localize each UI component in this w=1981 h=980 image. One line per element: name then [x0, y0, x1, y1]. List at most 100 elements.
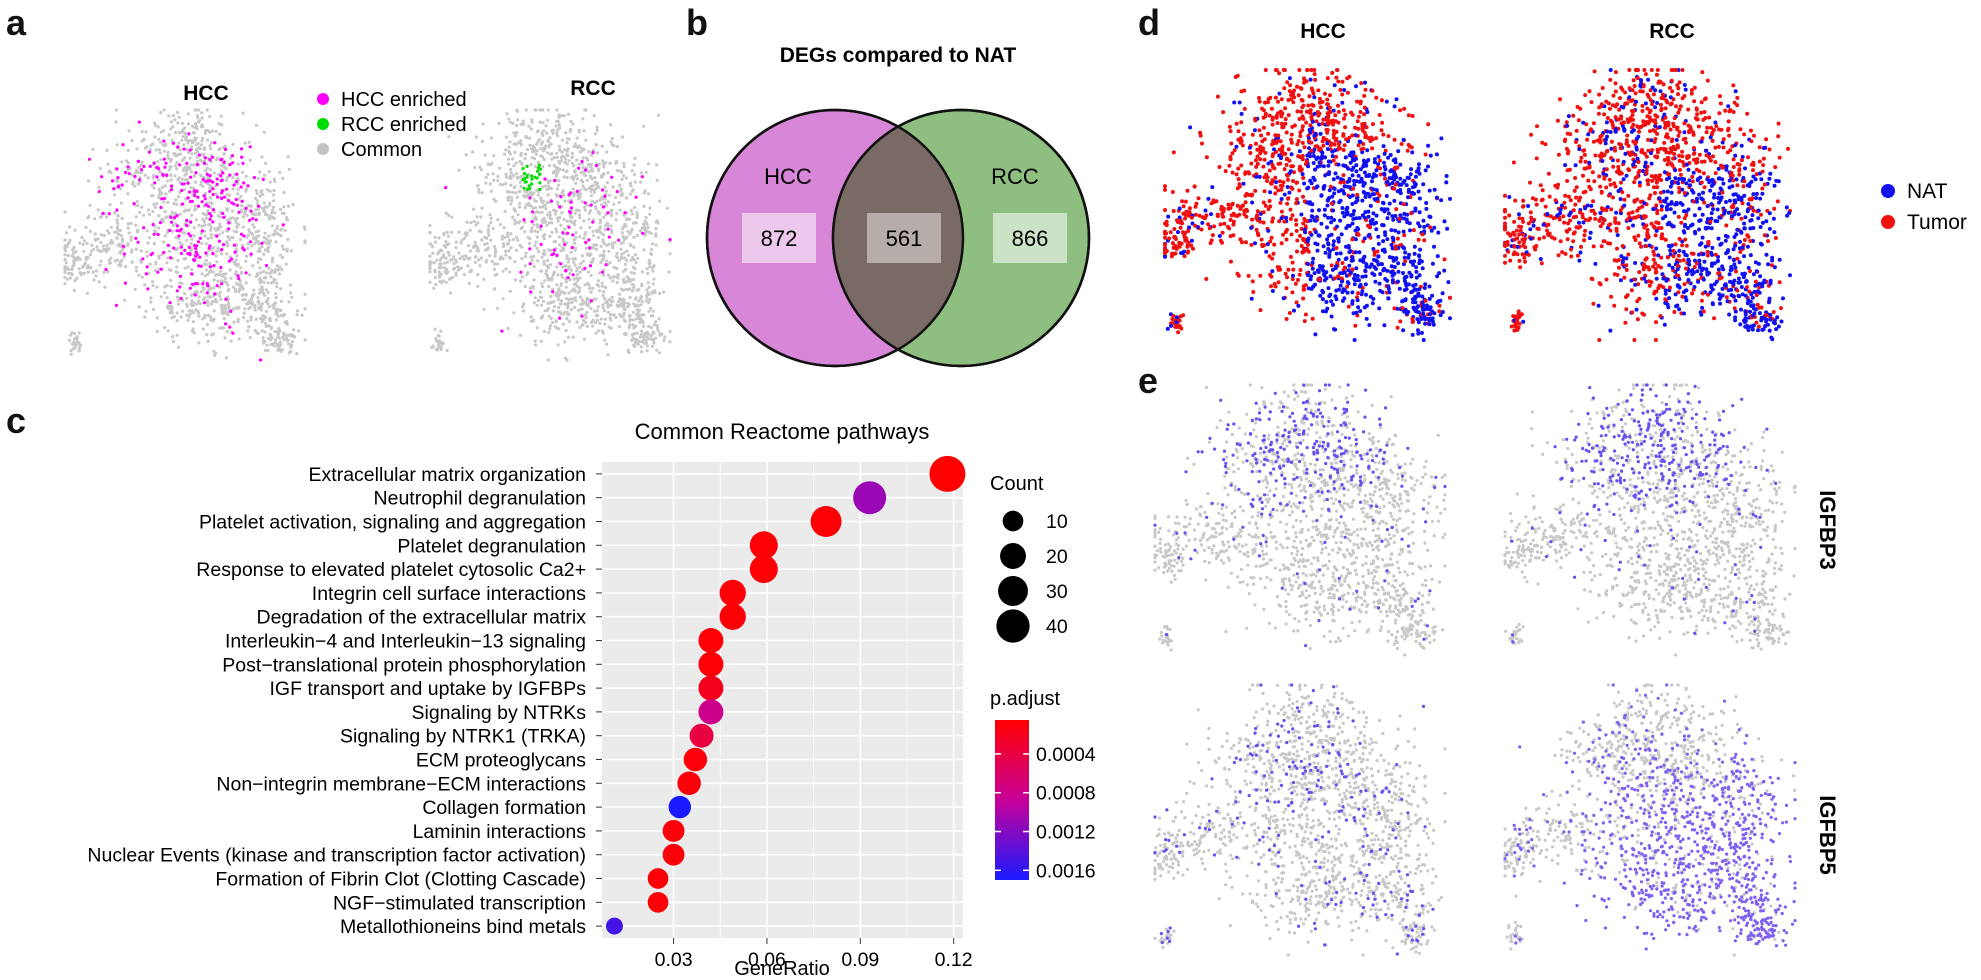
umap-cell	[278, 170, 282, 174]
umap-cell	[270, 211, 274, 215]
umap-cell	[538, 227, 543, 231]
umap-cell	[511, 237, 515, 241]
umap-cell	[1411, 300, 1416, 305]
umap-cell	[151, 222, 155, 227]
umap-cell	[274, 292, 278, 296]
umap-cell	[254, 208, 258, 212]
umap-cell	[1279, 241, 1284, 246]
umap-cell	[1182, 249, 1187, 254]
umap-cell	[622, 318, 626, 322]
umap-cell	[169, 256, 173, 260]
umap-cell	[498, 182, 502, 186]
umap-cell	[1210, 233, 1215, 238]
umap-cell	[196, 141, 200, 146]
umap-cell	[434, 336, 438, 341]
umap-cell	[1326, 159, 1331, 164]
umap-cell	[151, 307, 156, 312]
umap-cell	[1270, 219, 1275, 224]
umap-cell	[632, 221, 636, 225]
umap-cell	[98, 263, 102, 267]
umap-cell	[260, 320, 264, 324]
umap-cell	[169, 304, 173, 308]
umap-cell	[1374, 188, 1379, 193]
umap-cell	[565, 241, 569, 245]
umap-cell	[604, 285, 608, 290]
umap-cell	[444, 256, 448, 260]
umap-cell	[234, 197, 238, 202]
umap-cell	[1367, 232, 1372, 237]
umap-cell	[120, 160, 124, 164]
umap-cell	[542, 329, 547, 334]
umap-cell	[256, 272, 260, 276]
umap-cell	[618, 324, 622, 329]
umap-cell	[1302, 237, 1307, 242]
umap-cell	[1332, 218, 1337, 222]
umap-cell	[1363, 135, 1368, 140]
umap-cell	[286, 155, 290, 159]
umap-cell	[1325, 130, 1330, 135]
umap-cell	[1338, 271, 1343, 276]
umap-cell	[1163, 242, 1167, 247]
umap-cell	[580, 268, 585, 272]
umap-cell	[277, 308, 281, 312]
umap-cell	[482, 307, 486, 311]
umap-cell	[1396, 269, 1401, 274]
umap-cell	[215, 249, 219, 253]
umap-cell	[73, 347, 77, 351]
umap-cell	[1367, 323, 1372, 327]
umap-cell	[87, 157, 92, 161]
umap-cell	[1402, 216, 1407, 221]
umap-cell	[525, 136, 529, 140]
umap-cell	[178, 180, 182, 184]
umap-cell	[102, 270, 106, 274]
umap-cell	[190, 152, 194, 156]
umap-cell	[602, 255, 606, 259]
umap-cell	[254, 123, 258, 127]
umap-cell	[1272, 147, 1276, 152]
umap-cell	[1436, 230, 1441, 235]
umap-cell	[192, 131, 197, 135]
umap-cell	[606, 223, 610, 228]
umap-cell	[1394, 165, 1399, 170]
umap-cell	[543, 147, 547, 151]
umap-cell	[1297, 117, 1302, 121]
umap-cell	[1379, 128, 1384, 133]
umap-cell	[154, 148, 158, 152]
umap-cell	[1439, 136, 1444, 141]
umap-cell	[506, 241, 511, 246]
umap-cell	[1295, 249, 1299, 254]
umap-cell	[1290, 186, 1295, 191]
umap-cell	[530, 174, 534, 178]
umap-cell	[1345, 205, 1350, 210]
umap-cell	[1412, 181, 1417, 185]
umap-cell	[1309, 68, 1314, 72]
umap-cell	[196, 195, 200, 199]
umap-cell	[220, 307, 224, 311]
umap-cell	[509, 120, 513, 124]
umap-cell	[1199, 227, 1204, 232]
umap-cell	[272, 232, 277, 236]
umap-cell	[545, 223, 549, 227]
umap-cell	[591, 234, 596, 238]
umap-cell	[447, 213, 451, 217]
umap-cell	[280, 244, 284, 248]
umap-cell	[272, 306, 276, 310]
umap-cell	[188, 148, 192, 152]
umap-cell	[561, 265, 565, 269]
umap-cell	[264, 263, 269, 268]
umap-cell	[508, 270, 512, 274]
umap-cell	[156, 270, 160, 274]
umap-cell	[580, 314, 584, 318]
umap-cell	[1206, 222, 1211, 227]
umap-cell	[105, 148, 109, 152]
umap-cell	[136, 204, 140, 208]
umap-cell	[1317, 160, 1322, 165]
umap-cell	[156, 160, 160, 164]
umap-cell	[174, 248, 178, 252]
umap-cell	[241, 161, 245, 165]
umap-cell	[1342, 270, 1347, 275]
umap-cell	[1290, 124, 1295, 129]
umap-cell	[210, 201, 214, 206]
umap-cell	[546, 151, 550, 155]
umap-cell	[167, 168, 172, 172]
